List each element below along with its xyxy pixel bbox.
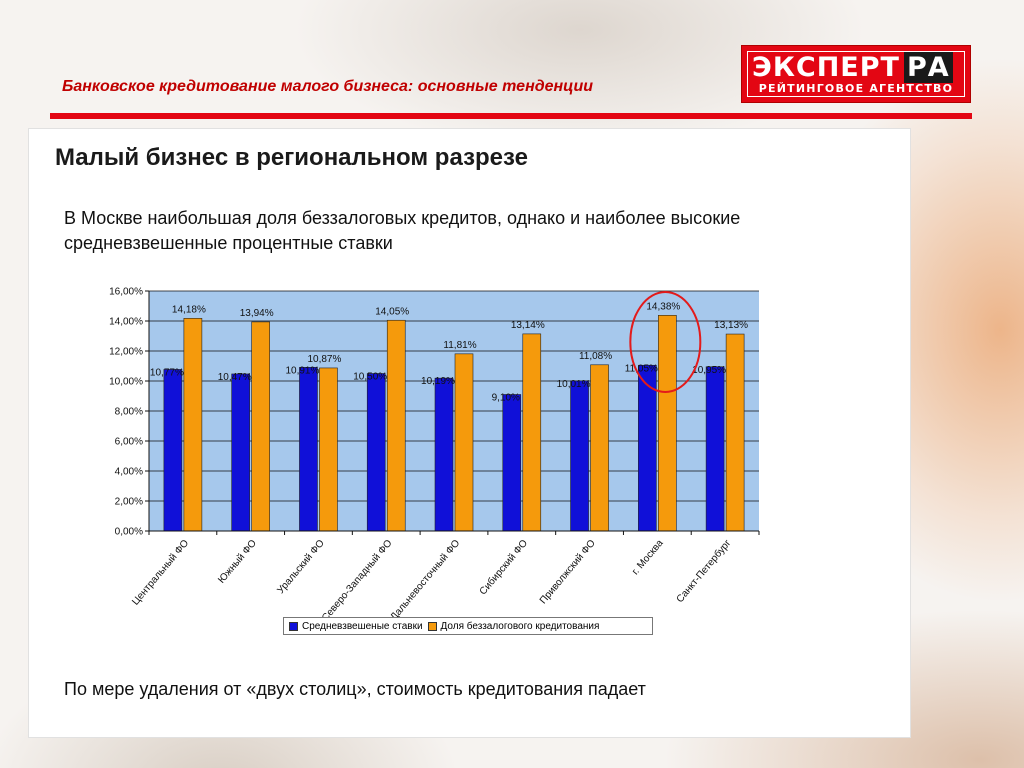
y-tick-label: 0,00% (115, 527, 143, 538)
header-title: Банковское кредитование малого бизнеса: … (62, 78, 594, 95)
x-tick-label: Уральский ФО (275, 538, 326, 596)
y-tick-label: 16,00% (109, 287, 143, 298)
data-label-series1: 11,05% (625, 363, 658, 374)
bar-series2 (183, 317, 203, 532)
data-label-series1: 10,50% (353, 372, 387, 383)
x-tick-label: Южный ФО (216, 538, 259, 586)
legend-label-series2: Доля беззалогового кредитования (440, 620, 600, 632)
data-label-series2: 13,13% (714, 320, 748, 331)
chart-area: 0,00% 2,00% 4,00% 6,00% 8,00% 10,00% 12,00% 14,… (88, 270, 797, 640)
legend-swatch-series2 (427, 621, 437, 631)
x-tick-label: Северо-Западный ФО (320, 538, 395, 624)
bar-series2 (319, 367, 338, 532)
x-tick-label: Сибирский ФО (477, 537, 530, 597)
bar-chart: 0,00% 2,00% 4,00% 6,00% 8,00% 10,00% 12,00% 14,… (109, 287, 760, 624)
y-tick-label: 2,00% (115, 497, 143, 508)
logo-tagline: РЕЙТИНГОВОЕ АГЕНТСТВО (758, 82, 954, 95)
bar-series1 (163, 369, 183, 532)
data-label-series1: 10,91% (285, 365, 319, 376)
logo: ЭКСПЕРТ РА РЕЙТИНГОВОЕ АГЕНТСТВО (741, 45, 971, 103)
legend-item-series1: Средневзвешеные ставки (289, 621, 423, 632)
data-label-series1: 10,47% (218, 372, 252, 383)
bar-series1 (366, 373, 386, 532)
y-tick-label: 12,00% (109, 347, 143, 358)
page-title: Малый бизнес в региональном разрезе (55, 144, 528, 171)
x-tick-label: Центральный ФО (130, 538, 191, 608)
y-tick-label: 10,00% (109, 377, 143, 388)
x-tick-label: Приволжский ФО (538, 538, 598, 607)
bar-series1 (231, 373, 250, 532)
data-label-series2: 14,18% (172, 304, 206, 315)
x-tick-label: Санкт-Петербург (674, 537, 734, 605)
logo-wordmark: ЭКСПЕРТ РА (752, 52, 953, 83)
y-tick-label: 14,00% (109, 317, 143, 328)
data-label-series1: 10,77% (150, 367, 184, 378)
bar-series2 (522, 333, 542, 532)
data-label-series1: 9,10% (492, 393, 520, 404)
data-label-series2: 14,38% (646, 301, 680, 312)
highlight-circle (629, 291, 702, 393)
bar-series2 (454, 353, 474, 532)
data-label-series2: 11,81% (443, 340, 476, 351)
legend-item-series2: Доля беззалогового кредитования (427, 620, 600, 632)
x-tick-label: Дальневосточный ФО (388, 538, 462, 623)
data-label-series2: 13,94% (240, 308, 274, 319)
bar-series2 (590, 364, 609, 532)
data-label-series2: 14,05% (375, 306, 409, 317)
subtitle: В Москве наибольшая доля беззалоговых кр… (64, 208, 741, 253)
data-label-series1: 10,95% (692, 365, 726, 376)
chart-legend: Средневзвешеные ставки Доля беззалоговог… (283, 617, 653, 635)
legend-swatch-series1 (289, 621, 298, 631)
data-label-series2: 13,14% (511, 320, 545, 331)
footer-text: По мере удаления от «двух столиц», стоим… (64, 679, 646, 699)
data-label-series2: 11,08% (579, 351, 612, 362)
bar-series2 (386, 319, 406, 532)
data-label-series1: 10,01% (557, 379, 591, 390)
y-tick-label: 6,00% (115, 437, 143, 448)
y-tick-label: 8,00% (115, 407, 143, 418)
bar-series2 (725, 333, 745, 532)
logo-word-white: ЭКСПЕРТ (752, 52, 900, 83)
logo-word-black: РА (903, 52, 953, 83)
data-label-series2: 10,87% (307, 354, 341, 365)
legend-label-series1: Средневзвешеные ставки (302, 620, 423, 632)
x-tick-label: г. Москва (630, 538, 666, 578)
bar-series1 (570, 380, 589, 532)
bar-series1 (434, 377, 454, 532)
bar-series2 (251, 321, 270, 532)
data-label-series1: 10,19% (421, 376, 455, 387)
bar-series1 (502, 394, 522, 532)
bar-series2 (658, 314, 677, 532)
y-tick-label: 4,00% (115, 467, 143, 478)
logo-frame: ЭКСПЕРТ РА РЕЙТИНГОВОЕ АГЕНТСТВО (747, 51, 965, 97)
bar-series1 (299, 367, 318, 532)
header-divider (50, 113, 972, 119)
bar-series1 (705, 366, 725, 532)
